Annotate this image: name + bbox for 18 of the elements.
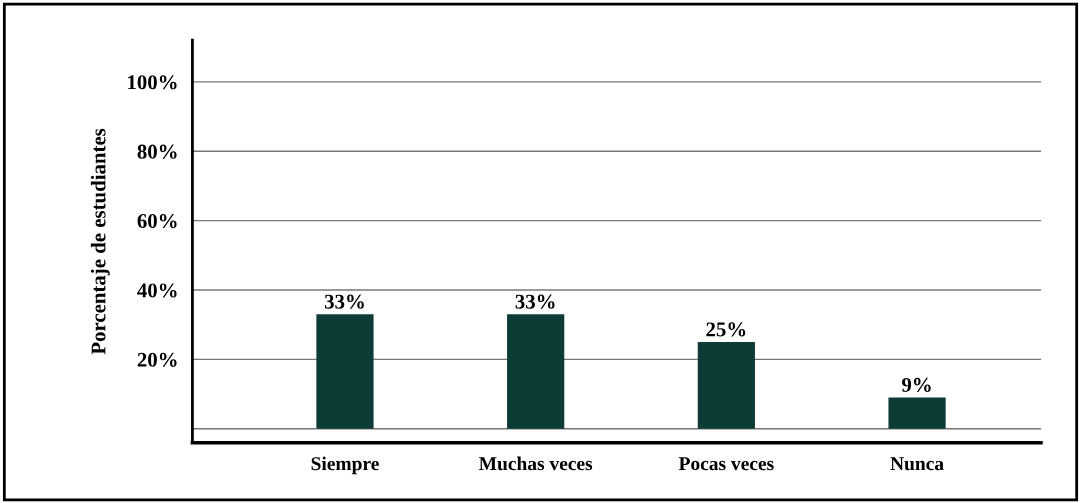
x-tick-label: Pocas veces — [678, 457, 774, 471]
bar — [507, 314, 565, 429]
x-tick-label: Siempre — [311, 456, 379, 475]
x-tick-label: Nunca — [890, 457, 944, 471]
y-tick-label: 40% — [137, 283, 177, 298]
data-label: 33% — [515, 294, 555, 309]
data-label: 25% — [706, 322, 746, 337]
y-tick-label: 80% — [137, 144, 177, 159]
data-label: 9% — [902, 377, 931, 392]
bar — [697, 342, 755, 429]
bar — [888, 397, 946, 429]
y-tick-label: 100% — [128, 75, 177, 90]
data-label: 33% — [324, 294, 364, 309]
y-tick-label: 60% — [137, 214, 177, 229]
bar — [316, 314, 374, 429]
x-tick-label: Muchas veces — [479, 456, 593, 471]
y-tick-label: 20% — [137, 352, 177, 367]
y-axis-title: Porcentaje de estudiantes — [90, 128, 110, 355]
